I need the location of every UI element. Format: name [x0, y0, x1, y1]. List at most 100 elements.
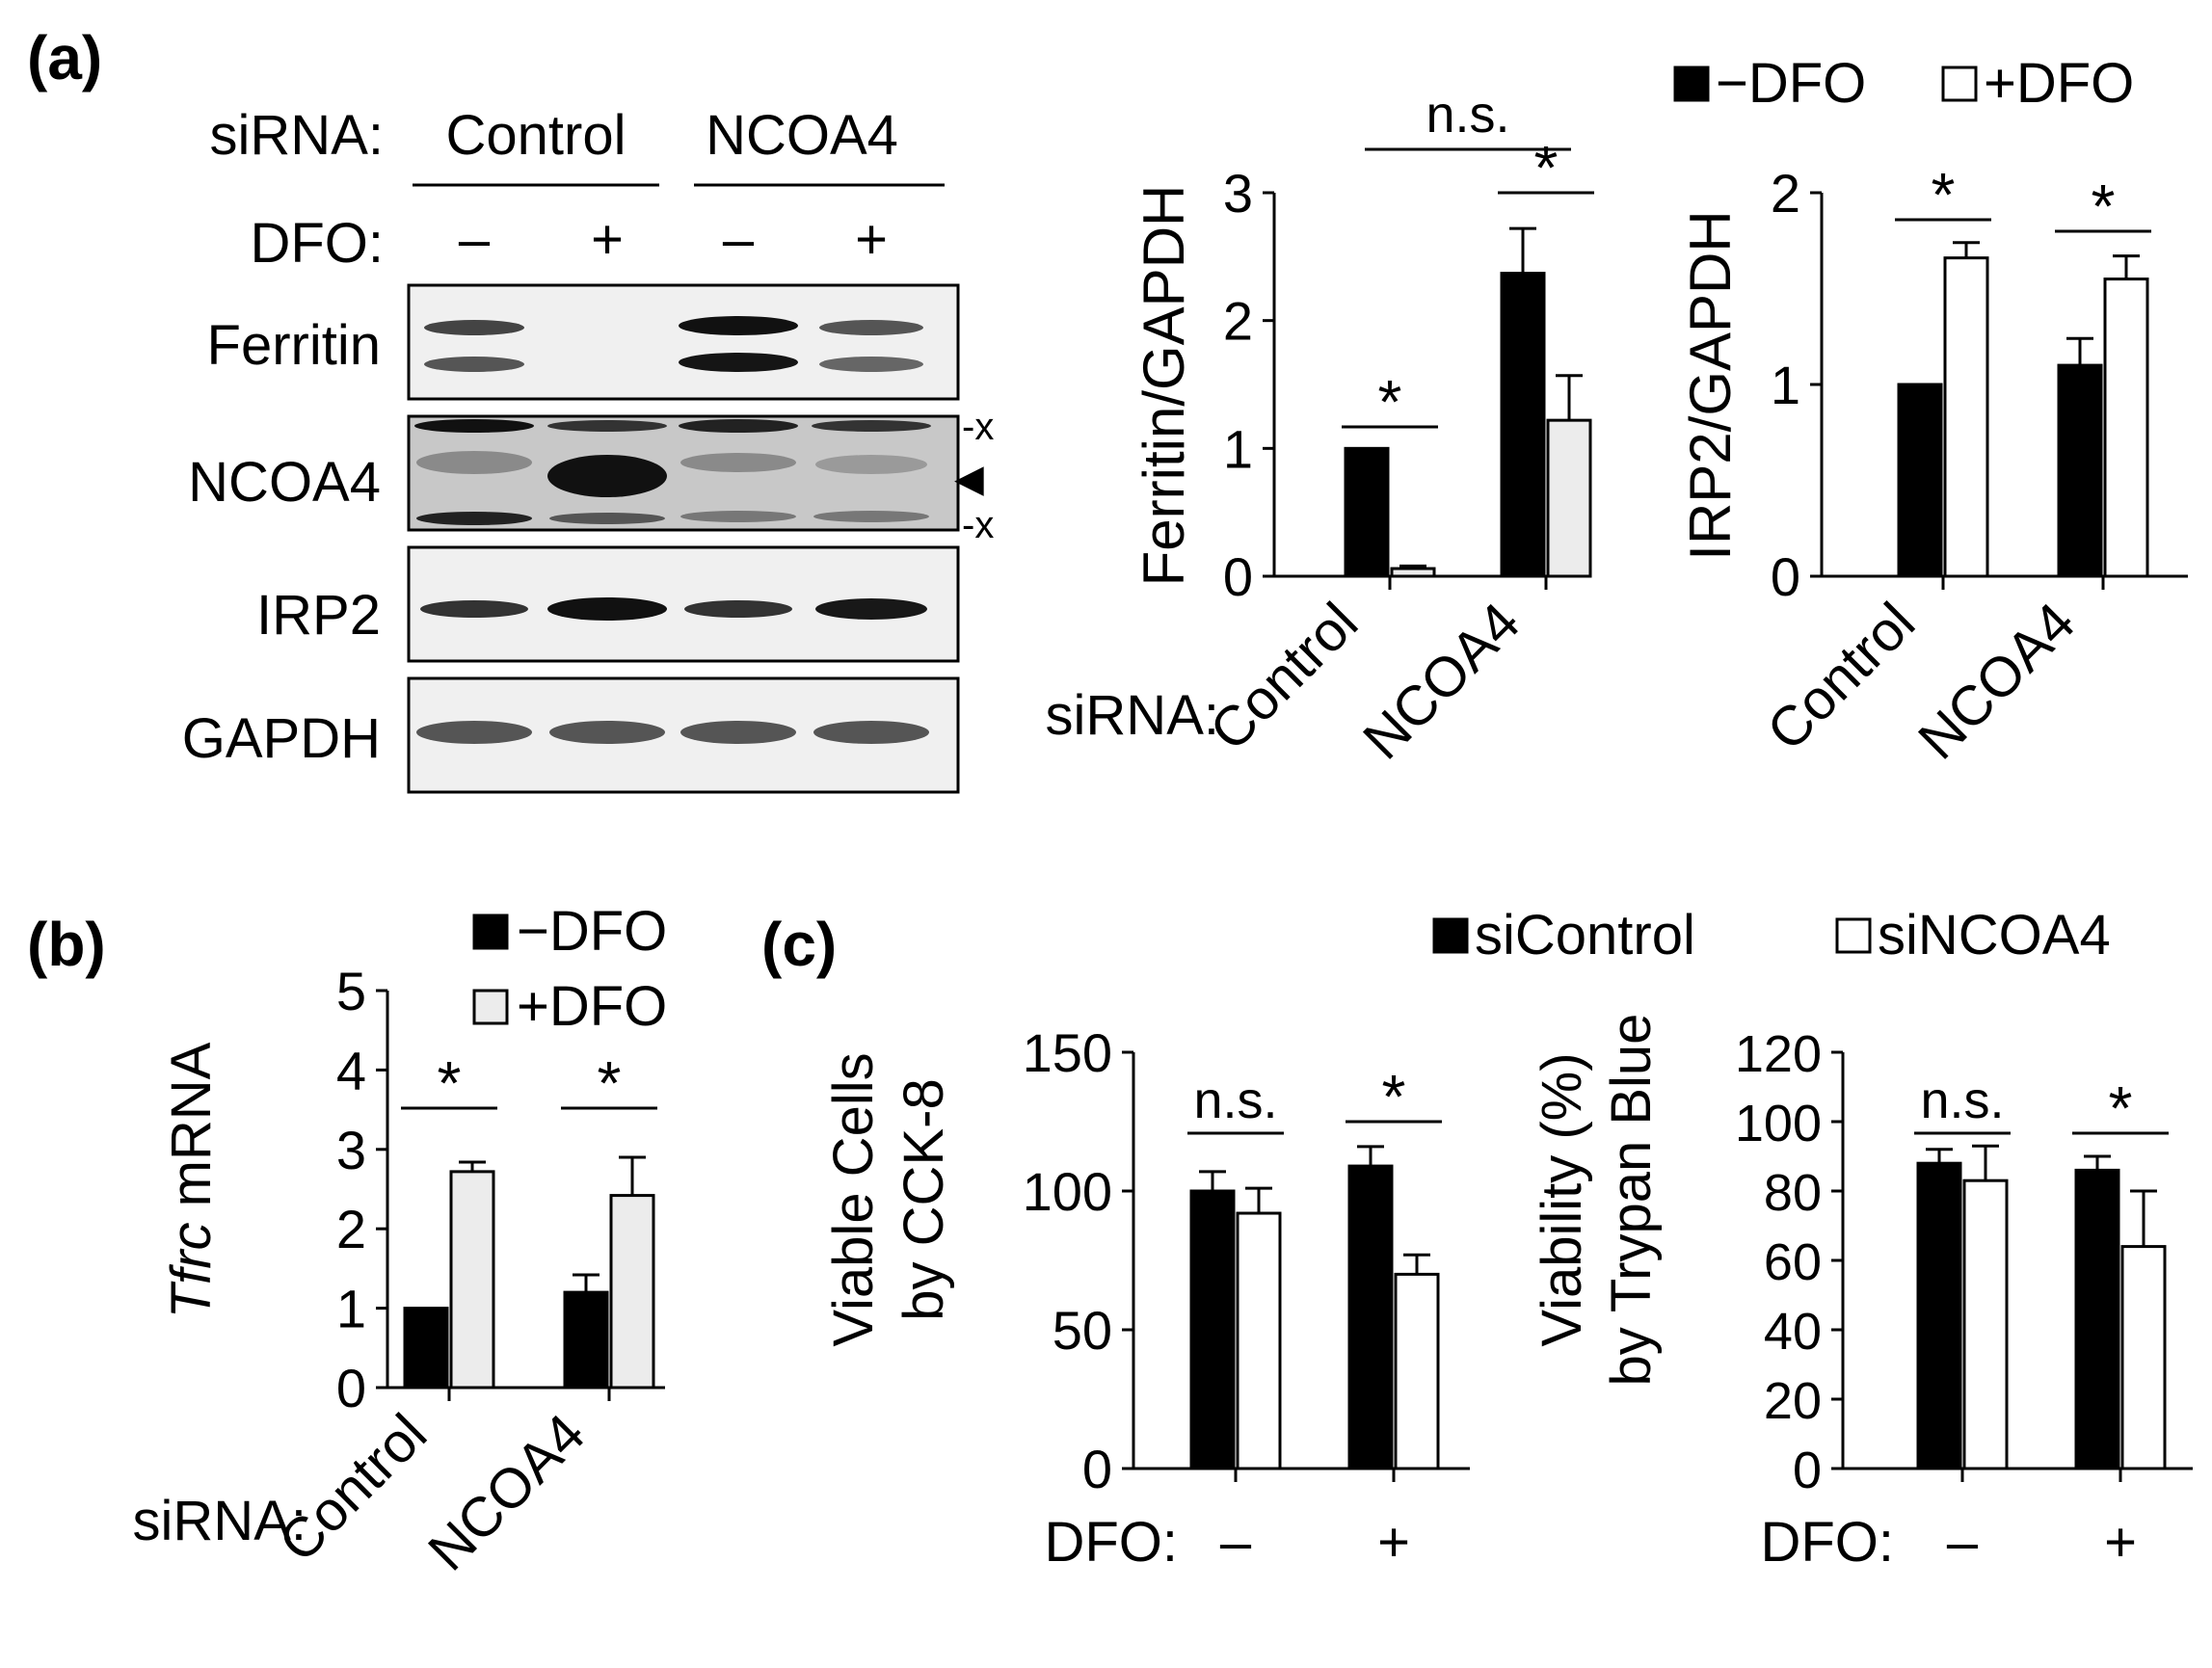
chart-irp2-bar [2057, 363, 2103, 578]
legend-c-label-sincoa4: siNCOA4 [1878, 904, 2111, 966]
chart-trypan-y-tick-label: 0 [1793, 1442, 1822, 1499]
chart-tfrc-y-tick-label: 0 [336, 1358, 366, 1418]
legend-b-label-minus-dfo: −DFO [517, 900, 667, 963]
chart-cck8-bar [1236, 1211, 1282, 1470]
chart-trypan-y-label-line: Viability (%) [1531, 1052, 1593, 1346]
blot-lane-1-treatment: – [459, 208, 491, 271]
legend-c-swatch-sincoa4 [1835, 917, 1872, 954]
chart-trypan-y-tick-label: 120 [1735, 1025, 1822, 1083]
chart-cck8-x-prefix: DFO: [1044, 1511, 1178, 1574]
legend-b-swatch-minus-dfo [472, 913, 509, 950]
chart-irp2-bar [1897, 383, 1943, 578]
chart-trypan-y-label-line: by Trypan Blue [1600, 1014, 1663, 1387]
chart-trypan-x-prefix: DFO: [1760, 1511, 1894, 1574]
chart-trypan-sig-label: n.s. [1920, 1072, 2004, 1129]
legend-c-swatch-sicontrol [1432, 917, 1469, 954]
legend-c: siControl siNCOA4 [1432, 904, 2111, 966]
chart-irp2-category-label: NCOA4 [1906, 591, 2087, 771]
blot-group-ncoa4: NCOA4 [706, 104, 898, 167]
chart-irp2-sig-label: * [1932, 160, 1956, 229]
chart-tfrc-sig-label: * [598, 1048, 622, 1118]
panel-label-b: (b) [27, 910, 106, 979]
chart-tfrc-y-tick-label: 1 [336, 1279, 366, 1339]
legend-a: −DFO +DFO [1673, 52, 2134, 115]
panel-label-c: (c) [761, 910, 837, 979]
chart-cck8-category-label: – [1220, 1511, 1252, 1574]
chart-trypan-y-tick-label: 60 [1764, 1233, 1822, 1291]
chart-ferritin-bar [1500, 272, 1546, 578]
chart-cck8-bar [1347, 1164, 1394, 1470]
chart-tfrc-y-label-rest: mRNA [160, 1042, 223, 1222]
chart-cck8-sig-label: n.s. [1193, 1072, 1277, 1129]
chart-trypan-y-tick-label: 40 [1764, 1303, 1822, 1361]
chart-trypan-bar [2074, 1168, 2120, 1470]
chart-cck8-y-label-line: Viable Cells [822, 1052, 885, 1346]
chart-ferritin-y-tick-label: 3 [1223, 163, 1253, 224]
chart-ferritin-bar [1344, 446, 1390, 578]
chart-tfrc-bar [449, 1170, 495, 1390]
chart-irp2-y-label: IRP2/GAPDH [1678, 210, 1743, 560]
chart-trypan-y-tick-label: 80 [1764, 1164, 1822, 1222]
chart-tfrc-y-label: Tfrc mRNA [160, 1042, 223, 1318]
legend-c-label-sicontrol: siControl [1475, 904, 1695, 966]
blot-gapdh [407, 676, 960, 794]
legend-a-label-minus-dfo: −DFO [1716, 52, 1866, 115]
chart-cck8-sig-label: * [1382, 1062, 1406, 1131]
chart-ferritin-sig-label: * [1378, 367, 1402, 437]
chart-trypan-bar [1916, 1161, 1962, 1470]
chart-irp2-sig-label: * [2092, 172, 2116, 241]
chart-tfrc-sig-label: * [438, 1048, 462, 1118]
blot-group-control: Control [446, 104, 626, 167]
chart-ferritin-sig-label: * [1534, 133, 1559, 202]
chart-trypan-y-tick-label: 100 [1735, 1095, 1822, 1152]
chart-cck8-y-tick-label: 50 [1053, 1300, 1112, 1361]
chart-cck8-y-label-line: by CCK-8 [893, 1078, 955, 1320]
chart-cck8-y-tick-label: 0 [1082, 1439, 1112, 1499]
chart-trypan: 0 20 40 60 80 100 120 n.s. * – + DFO: Viability (%) b… [1531, 1014, 2193, 1574]
chart-trypan-bar [2120, 1245, 2167, 1470]
chart-tfrc-y-tick-label: 4 [336, 1040, 366, 1100]
chart-cck8-y-tick-label: 100 [1023, 1161, 1112, 1222]
chart-ferritin-bar [1390, 567, 1436, 578]
blot-row-label-ncoa4: NCOA4 [188, 451, 381, 514]
legend-b: −DFO +DFO [472, 900, 667, 1038]
chart-tfrc-y-tick-label: 2 [336, 1199, 366, 1259]
chart-tfrc-bar [403, 1307, 449, 1390]
blot-lane-2-treatment: + [591, 208, 624, 271]
chart-cck8-y-tick-label: 150 [1023, 1022, 1112, 1083]
chart-tfrc-x-prefix: siRNA: [133, 1490, 306, 1552]
chart-irp2-bar [2103, 278, 2149, 578]
blot-dfo-label: DFO: [250, 212, 384, 275]
chart-cck8-bar [1189, 1189, 1236, 1470]
chart-ferritin-sig-label: n.s. [1426, 86, 1509, 144]
chart-tfrc-bar [563, 1290, 609, 1390]
legend-a-swatch-plus-dfo [1941, 66, 1978, 102]
chart-cck8-category-label: + [1377, 1511, 1410, 1574]
chart-ferritin-y-tick-label: 2 [1223, 291, 1253, 352]
blot-sirna-label: siRNA: [210, 104, 384, 167]
chart-trypan-bar [1962, 1178, 2009, 1470]
chart-irp2-bar [1943, 256, 1989, 578]
chart-ferritin-category-label: Control [1198, 591, 1370, 762]
blot-row-label-irp2: IRP2 [256, 584, 381, 647]
chart-irp2-category-label: Control [1755, 591, 1927, 762]
chart-ferritin-y-label: Ferritin/GAPDH [1132, 185, 1196, 587]
legend-a-swatch-minus-dfo [1673, 66, 1710, 102]
ncoa4-nonspecific-marker-top: -x [962, 406, 994, 448]
blot-row-label-ferritin: Ferritin [207, 314, 381, 377]
chart-tfrc-y-label-italic: Tfrc [160, 1223, 223, 1319]
chart-cck8: 0 50 100 150 n.s. * – + DFO: Viable Cells by CCK-8 [822, 1022, 1470, 1574]
chart-ferritin-bar [1546, 418, 1592, 578]
panel-label-a: (a) [27, 23, 102, 93]
chart-trypan-category-label: + [2104, 1511, 2137, 1574]
blot-irp2 [407, 545, 960, 663]
blot-ferritin [407, 283, 960, 401]
chart-tfrc-category-label: NCOA4 [416, 1402, 597, 1582]
chart-trypan-category-label: – [1947, 1511, 1979, 1574]
chart-tfrc-y-tick-label: 5 [336, 961, 366, 1021]
chart-ferritin-x-prefix: siRNA: [1046, 684, 1219, 747]
